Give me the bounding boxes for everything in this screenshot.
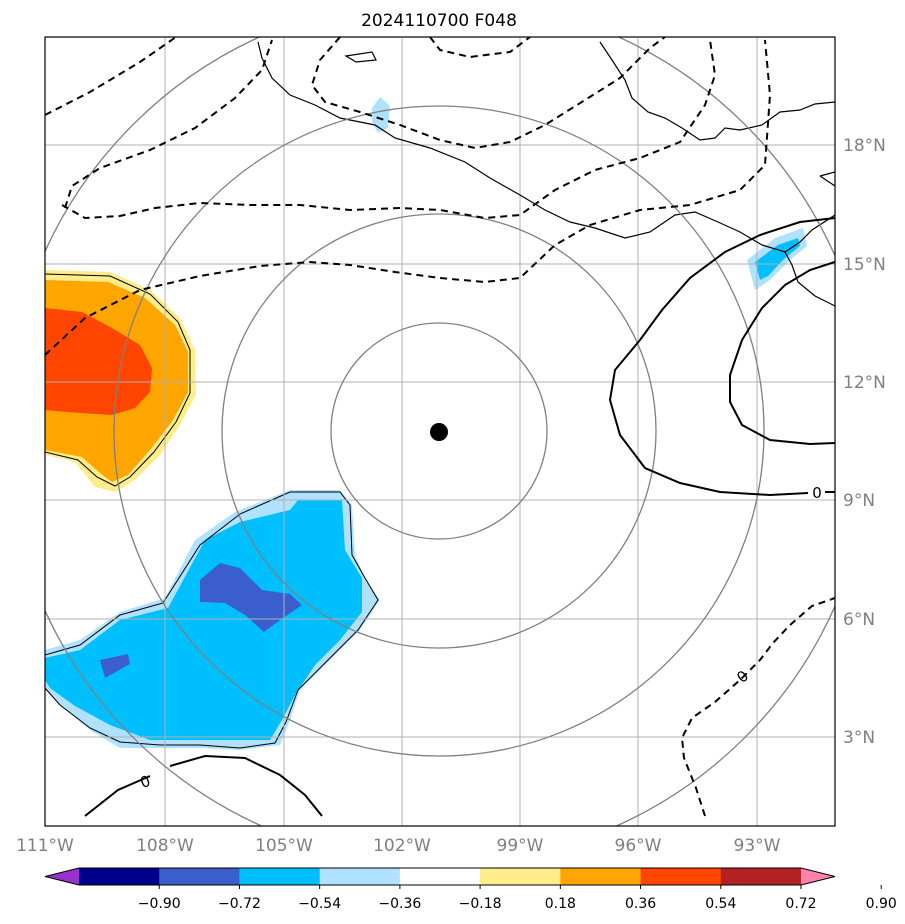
negative-anomaly-outline [45,491,379,749]
plot-frame [44,36,836,827]
colorbar-tick-label: −0.54 [298,896,341,912]
colorbar-segment [480,868,561,885]
colorbar-tick-label: −0.72 [218,896,261,912]
colorbar-labels: −0.90 −0.72 −0.54 −0.36 −0.18 0.18 0.36 0.54 0.7… [138,885,897,912]
colorbar-tick-label: 0.90 [866,896,897,912]
positive-anomaly-outline [45,273,191,487]
figure-title: 2024110700 F048 [361,11,517,31]
colorbar-segment [560,868,642,885]
lat-label: 15°N [843,255,886,275]
lon-label: 102°W [373,836,431,856]
longitude-labels: 111°W 108°W 105°W 102°W 99°W 96°W 93°W [16,836,781,856]
coastline [257,41,835,253]
colorbar-tick-label: 0.18 [545,896,576,912]
storm-center-marker [430,423,448,441]
colorbar-tick-label: 0.54 [705,896,736,912]
coastline-gulf [599,41,835,141]
colorbar-segment [159,868,240,885]
lat-label: 18°N [843,136,886,156]
zero-contours [84,217,835,817]
negative-anomaly-0.36 [45,500,362,740]
negative-contours [45,37,835,817]
coastline-northeast [819,171,835,187]
lat-label: 6°N [843,610,875,630]
colorbar-tick-label: −0.90 [138,896,181,912]
colorbar-segment [640,868,722,885]
colorbar-outline [44,867,836,886]
lat-label: 3°N [843,728,875,748]
range-rings [45,37,835,826]
positive-anomaly-0.54 [45,308,152,415]
colorbar-tick-label: −0.18 [459,896,502,912]
colorbar-segment [319,868,401,885]
lat-label: 12°N [843,373,886,393]
colorbar-segment [239,868,321,885]
lon-label: 99°W [497,836,544,856]
contour-label-east: 0 [812,484,822,502]
coastline-island [344,51,377,63]
colorbar-tick-label: −0.36 [378,896,421,912]
negative-anomaly-patch-east-inner [755,238,800,280]
contour-label-southwest: 0 [138,772,153,792]
negative-anomaly-0.54-small [100,654,130,678]
colorbar-segment [399,868,481,885]
colorbar-tick-label: 0.36 [625,896,656,912]
colorbar-extend-low [45,868,79,885]
negative-anomaly-0.54 [200,563,302,632]
negative-anomaly-patch-north [372,97,390,133]
colorbar [44,867,836,886]
lat-label: 9°N [843,491,875,511]
lon-label: 111°W [16,836,74,856]
lon-label: 96°W [615,836,662,856]
colorbar-segment [720,868,802,885]
lon-label: 105°W [255,836,313,856]
colorbar-tick-label: 0.72 [785,896,816,912]
lon-label: 93°W [734,836,781,856]
latitude-labels: 18°N 15°N 12°N 9°N 6°N 3°N [843,136,886,748]
graticule [45,37,835,826]
map-plot-area: 0 0 0 [45,37,835,826]
lon-label: 108°W [136,836,194,856]
coastline-east [784,251,835,307]
colorbar-segment [79,868,160,885]
colorbar-extend-high [801,868,835,885]
